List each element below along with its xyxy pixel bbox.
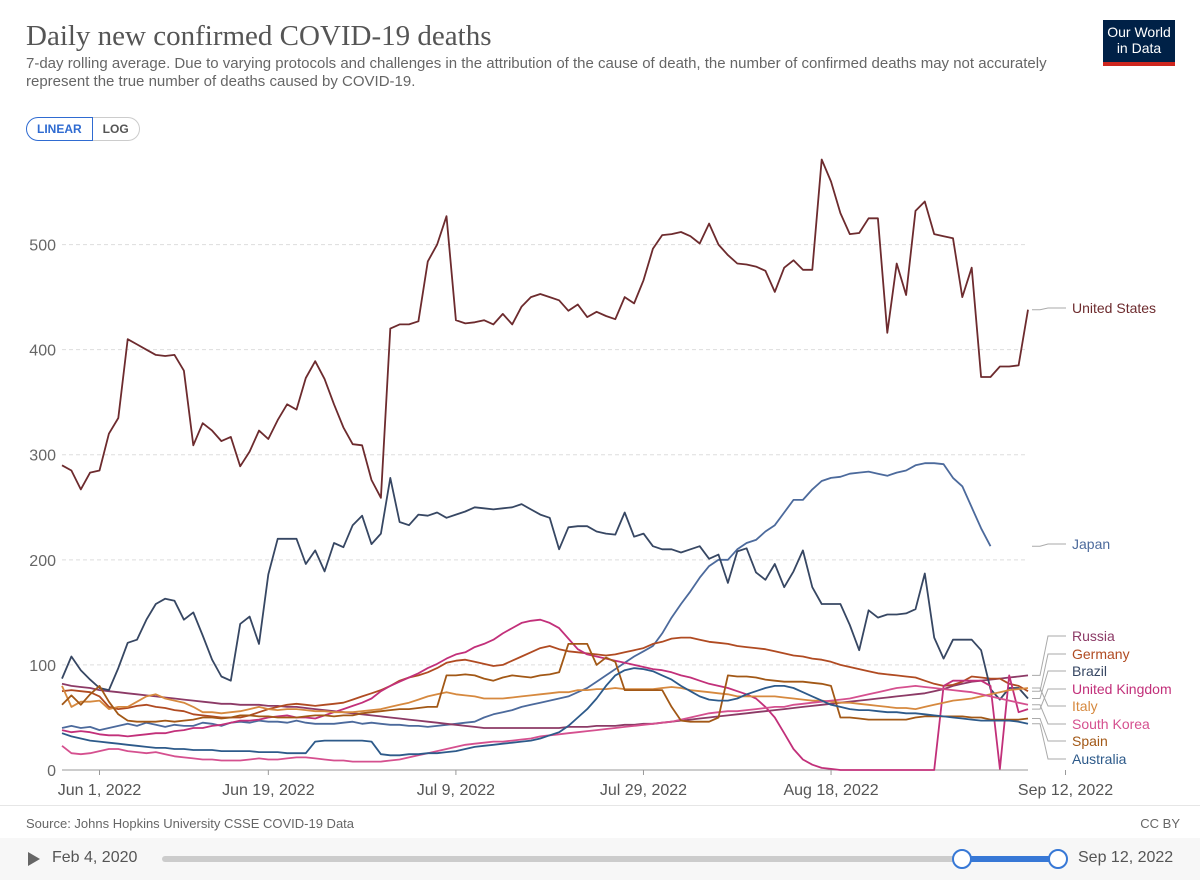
timeline-start-handle[interactable]	[952, 849, 972, 869]
logo-line-1: Our World	[1107, 24, 1171, 40]
timeline-end-date: Sep 12, 2022	[1078, 849, 1174, 866]
series-label: Japan	[1072, 536, 1110, 552]
x-tick-label: Jul 9, 2022	[417, 782, 495, 799]
series-label: Brazil	[1072, 663, 1107, 679]
series-label: Italy	[1072, 698, 1098, 714]
scale-toggle: LINEAR LOG	[26, 117, 140, 141]
series-label-connector	[1032, 687, 1066, 707]
license-link[interactable]: CC BY	[1140, 816, 1180, 831]
x-tick-label: Sep 12, 2022	[1018, 782, 1113, 799]
series-label: Spain	[1072, 733, 1108, 749]
logo-line-2: in Data	[1116, 40, 1162, 56]
play-icon[interactable]	[28, 852, 40, 866]
series-line-germany	[61, 636, 1029, 719]
series-label: Australia	[1072, 751, 1127, 767]
x-tick-label: Aug 18, 2022	[783, 782, 878, 799]
log-scale-button[interactable]: LOG	[92, 117, 140, 141]
series-label: United Kingdom	[1072, 681, 1172, 697]
chart-title: Daily new confirmed COVID-19 deaths	[26, 20, 492, 52]
x-axis: Jun 1, 2022 Jun 19, 2022 Jul 9, 2022 Jul 29…	[58, 770, 1113, 799]
owid-logo[interactable]: Our World in Data	[1103, 20, 1175, 66]
series-line-brazil	[61, 476, 1029, 701]
series-label: Germany	[1072, 646, 1130, 662]
y-tick-label: 300	[29, 448, 56, 465]
timeline-track[interactable]	[162, 856, 1060, 862]
timeline-start-date: Feb 4, 2020	[52, 849, 138, 866]
series-line-japan	[61, 462, 992, 731]
series-label-connector	[1032, 718, 1066, 742]
y-tick-label: 400	[29, 343, 56, 360]
x-tick-label: Jun 19, 2022	[222, 782, 315, 799]
footer-divider	[0, 805, 1200, 806]
series-label-connector	[1032, 704, 1066, 725]
series-label-connector	[1032, 653, 1066, 692]
series-label: South Korea	[1072, 716, 1150, 732]
series-label-connector	[1032, 543, 1066, 547]
linear-scale-button[interactable]: LINEAR	[26, 117, 93, 141]
y-tick-label: 100	[29, 658, 56, 675]
y-axis: 0 100 200 300 400 500	[29, 238, 56, 780]
series-line-australia	[61, 667, 1029, 757]
x-tick-label: Jun 1, 2022	[58, 782, 142, 799]
y-tick-label: 500	[29, 238, 56, 255]
series-line-spain	[61, 643, 1029, 723]
series-label-connector	[1032, 688, 1066, 710]
series-line-united-kingdom	[61, 618, 1029, 771]
source-text: Source: Johns Hopkins University CSSE CO…	[26, 816, 355, 831]
series-line-italy	[61, 685, 1029, 715]
grid-lines	[62, 244, 1028, 771]
series-label-connector	[1032, 635, 1066, 676]
x-tick-label: Jul 29, 2022	[600, 782, 687, 799]
series-label: United States	[1072, 300, 1156, 316]
line-chart: 0 100 200 300 400 500 Jun 1, 2022 Jun 19, 2022…	[29, 158, 1172, 799]
series-label-connector	[1032, 670, 1066, 699]
series-label: Russia	[1072, 628, 1115, 644]
y-tick-label: 200	[29, 553, 56, 570]
series-line-south-korea	[61, 685, 1029, 763]
series-label-connector	[1032, 307, 1066, 311]
timeline-selected-range	[962, 856, 1058, 862]
y-tick-label: 0	[47, 763, 56, 780]
series-lines	[61, 158, 1029, 771]
series-label-connector	[1032, 723, 1066, 760]
series-line-united-states	[61, 158, 1029, 499]
series-line-russia	[61, 674, 1029, 729]
timeline-end-handle[interactable]	[1048, 849, 1068, 869]
chart-subtitle: 7-day rolling average. Due to varying pr…	[26, 55, 1047, 90]
